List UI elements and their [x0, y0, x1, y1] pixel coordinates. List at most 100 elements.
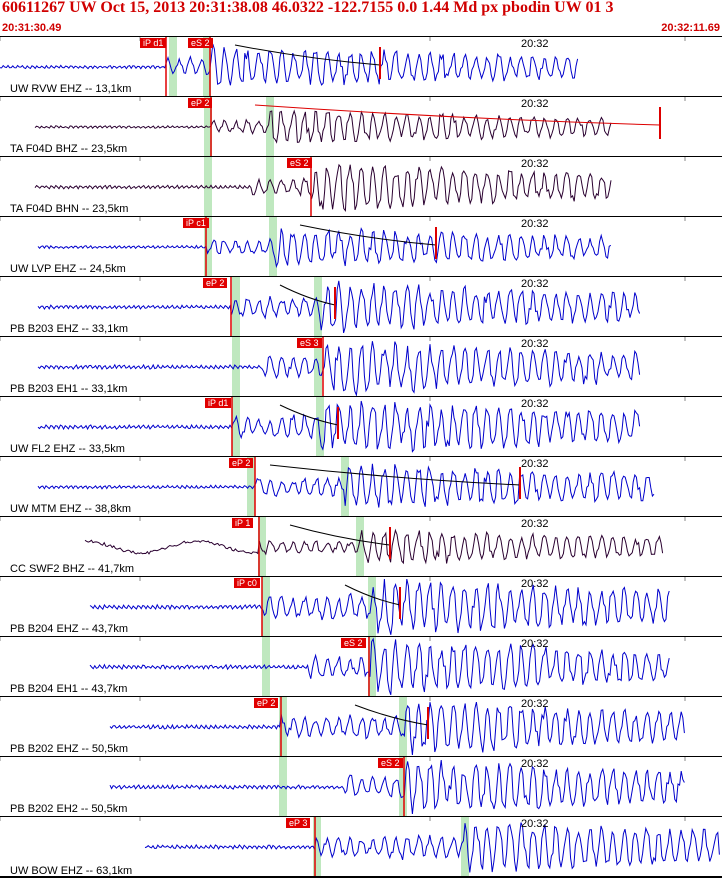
- header-bar: 60611267 UW Oct 15, 2013 20:31:38.08 46.…: [0, 0, 722, 36]
- waveform-trace: [37, 463, 655, 508]
- station-label: UW MTM EHZ -- 38,8km: [10, 503, 131, 515]
- coda-decay-curve: [344, 584, 401, 606]
- trace-row[interactable]: eS 2 20:32 TA F04D BHN -- 23,5km: [0, 156, 722, 216]
- minute-mark-label: 20:32: [521, 98, 549, 110]
- minute-mark-label: 20:32: [521, 158, 549, 170]
- pick-tag[interactable]: iP c1: [183, 218, 209, 228]
- theoretical-arrival-band: [232, 397, 240, 456]
- waveform-trace: [109, 701, 685, 756]
- pick-tag[interactable]: eS 2: [341, 638, 366, 648]
- waveform-trace: [89, 637, 670, 696]
- theoretical-arrival-band: [316, 397, 324, 456]
- theoretical-arrival-band: [258, 517, 266, 576]
- theoretical-arrival-band: [204, 157, 212, 216]
- theoretical-arrival-band: [269, 217, 277, 276]
- coda-decay-curve: [269, 464, 521, 486]
- bottom-border: [0, 876, 722, 878]
- trace-row[interactable]: eP 2 20:32 PB B202 EHZ -- 50,5km: [0, 696, 722, 756]
- pick-tag[interactable]: eP 2: [188, 98, 213, 108]
- seismogram: [0, 457, 686, 516]
- trace-row[interactable]: iP 1 20:32 CC SWF2 BHZ -- 41,7km: [0, 516, 722, 576]
- trace-row[interactable]: iP c1 20:32 UW LVP EHZ -- 24,5km: [0, 216, 722, 276]
- trace-row[interactable]: eP 2 20:32 TA F04D BHZ -- 23,5km: [0, 96, 722, 156]
- waveform-trace: [144, 822, 720, 873]
- station-label: TA F04D BHN -- 23,5km: [10, 203, 129, 215]
- theoretical-arrival-band: [203, 37, 211, 96]
- seismogram: [0, 817, 720, 878]
- pick-tag[interactable]: eS 2: [287, 158, 312, 168]
- waveform-trace: [34, 109, 612, 144]
- theoretical-arrival-band: [279, 697, 287, 756]
- trace-row[interactable]: eP 3 20:32 UW BOW EHZ -- 63,1km: [0, 816, 722, 878]
- station-label: TA F04D BHZ -- 23,5km: [10, 143, 128, 155]
- waveform-trace: [37, 341, 641, 396]
- pick-tag[interactable]: iP c0: [234, 578, 260, 588]
- seismogram: [0, 637, 686, 696]
- waveform-trace: [89, 578, 670, 635]
- pick-tag[interactable]: iP d1: [205, 398, 232, 408]
- pick-tag[interactable]: eP 3: [286, 818, 311, 828]
- window-start-time: 20:31:30.49: [2, 22, 62, 34]
- seismogram: [0, 97, 686, 156]
- station-label: PB B202 EH2 -- 50,5km: [10, 803, 128, 815]
- coda-decay-curve: [299, 224, 437, 246]
- seismogram: [0, 757, 686, 816]
- station-label: PB B204 EHZ -- 43,7km: [10, 623, 128, 635]
- waveform-trace: [0, 43, 579, 86]
- pick-tag[interactable]: eP 2: [229, 458, 254, 468]
- minute-mark-label: 20:32: [521, 638, 549, 650]
- station-label: PB B203 EHZ -- 33,1km: [10, 323, 128, 335]
- theoretical-arrival-band: [266, 157, 274, 216]
- trace-row[interactable]: eS 2 20:32 PB B204 EH1 -- 43,7km: [0, 636, 722, 696]
- pick-tag[interactable]: eS 2: [188, 38, 213, 48]
- theoretical-arrival-band: [399, 697, 407, 756]
- minute-mark-label: 20:32: [521, 458, 549, 470]
- station-label: PB B204 EH1 -- 43,7km: [10, 683, 128, 695]
- seismogram: [0, 337, 686, 396]
- trace-row[interactable]: iP d1 eS 2 20:32 UW RVW EHZ -- 13,1km: [0, 36, 722, 96]
- minute-mark-label: 20:32: [521, 518, 549, 530]
- minute-mark-label: 20:32: [521, 578, 549, 590]
- coda-decay-curve: [234, 44, 381, 66]
- waveform-trace: [37, 280, 641, 334]
- seismogram: [0, 517, 686, 576]
- theoretical-arrival-band: [368, 637, 376, 696]
- pick-tag[interactable]: eS 2: [378, 758, 403, 768]
- theoretical-arrival-band: [262, 637, 270, 696]
- seismogram: [0, 277, 686, 336]
- theoretical-arrival-band: [204, 217, 212, 276]
- minute-mark-label: 20:32: [521, 698, 549, 710]
- pick-tag[interactable]: iP d1: [140, 38, 167, 48]
- trace-panel: iP d1 eS 2 20:32 UW RVW EHZ -- 13,1km eP 2 20…: [0, 36, 722, 878]
- minute-mark-label: 20:32: [521, 38, 549, 50]
- trace-row[interactable]: iP c0 20:32 PB B204 EHZ -- 43,7km: [0, 576, 722, 636]
- theoretical-arrival-band: [399, 757, 407, 816]
- theoretical-arrival-band: [313, 817, 321, 878]
- minute-mark-label: 20:32: [521, 278, 549, 290]
- pick-tag[interactable]: eP 2: [203, 278, 228, 288]
- theoretical-arrival-band: [232, 277, 240, 336]
- pick-tag[interactable]: eP 2: [254, 698, 279, 708]
- coda-decay-curve: [279, 404, 339, 426]
- minute-mark-label: 20:32: [521, 398, 549, 410]
- theoretical-arrival-band: [461, 817, 469, 878]
- waveform-trace: [37, 227, 612, 269]
- station-label: PB B203 EH1 -- 33,1km: [10, 383, 128, 395]
- theoretical-arrival-band: [341, 457, 349, 516]
- seismogram: [0, 397, 686, 456]
- minute-mark-label: 20:32: [521, 818, 549, 830]
- trace-row[interactable]: iP d1 20:32 UW FL2 EHZ -- 33,5km: [0, 396, 722, 456]
- theoretical-arrival-band: [169, 37, 177, 96]
- seismogram: [0, 697, 686, 756]
- minute-mark-label: 20:32: [521, 758, 549, 770]
- theoretical-arrival-band: [262, 577, 270, 636]
- waveform-trace: [34, 163, 612, 212]
- coda-decay-curve: [354, 704, 429, 726]
- theoretical-arrival-band: [204, 97, 212, 156]
- trace-row[interactable]: eP 2 20:32 UW MTM EHZ -- 38,8km: [0, 456, 722, 516]
- trace-row[interactable]: eS 2 20:32 PB B202 EH2 -- 50,5km: [0, 756, 722, 816]
- pick-tag[interactable]: eS 3: [297, 338, 322, 348]
- trace-row[interactable]: eP 2 20:32 PB B203 EHZ -- 33,1km: [0, 276, 722, 336]
- trace-row[interactable]: eS 3 20:32 PB B203 EH1 -- 33,1km: [0, 336, 722, 396]
- pick-tag[interactable]: iP 1: [232, 518, 254, 528]
